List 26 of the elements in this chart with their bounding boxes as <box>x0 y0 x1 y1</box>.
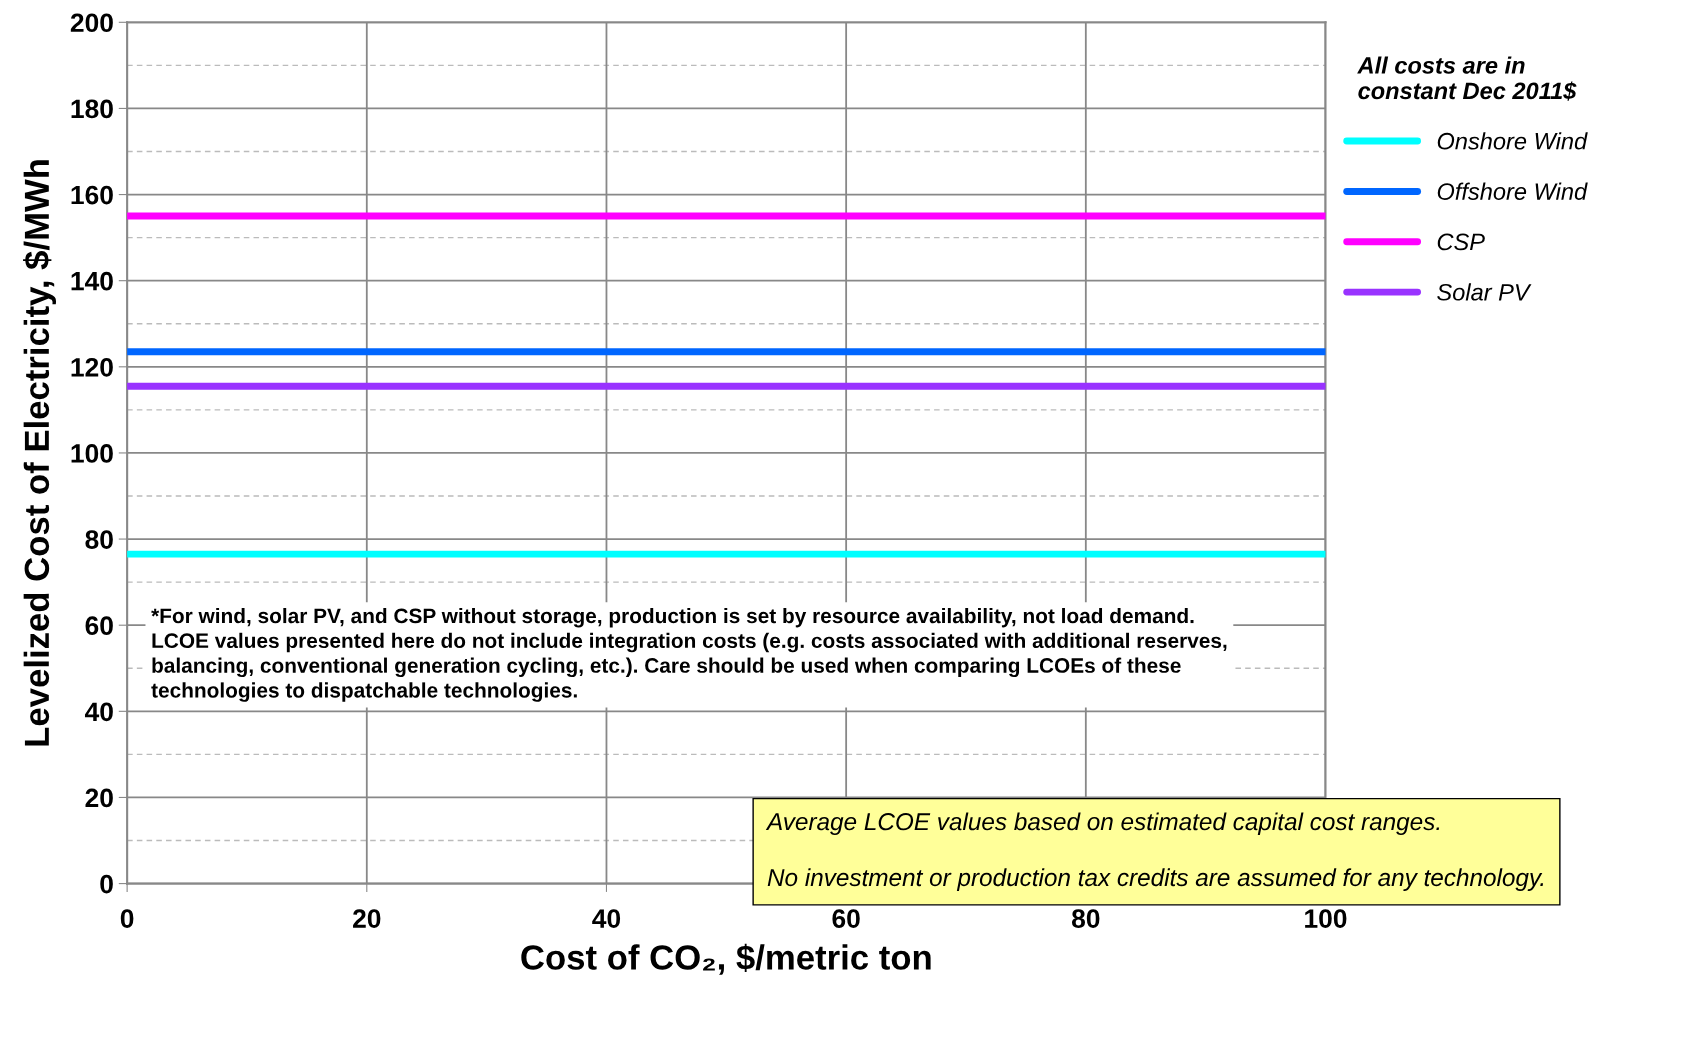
y-tick-label: 160 <box>71 185 113 205</box>
y-tick-label: 200 <box>70 13 113 33</box>
y-tick-label: 60 <box>85 616 113 636</box>
x-axis-title: Cost of CO₂, $/metric ton <box>521 943 931 975</box>
legend-label: Onshore Wind <box>1437 132 1588 150</box>
legend-label: Solar PV <box>1437 283 1532 301</box>
legend-label: CSP <box>1437 233 1485 251</box>
y-tick-label: 120 <box>71 357 113 377</box>
x-tick-label: 80 <box>1071 909 1100 928</box>
annotation: *For wind, solar PV, and CSP without storage, production is set by resource availability, not load demand. LCOE values presented here do not include integration costs (e.g. costs associated with additional reserves, balancing, conventional generation cycling, etc.). Care should be used when comparing LCOEs of these technologies to dispatchable technologies. <box>151 607 1227 702</box>
y-tick-label: 80 <box>85 530 113 549</box>
x-tick-label: 60 <box>832 909 860 928</box>
text: Average LCOE values based on estimated capital cost ranges. No investment or production tax credits are assumed for any technology. <box>765 812 1544 891</box>
x-tick-label: 100 <box>1305 909 1347 928</box>
y-tick-label: 0 <box>100 874 113 894</box>
y-tick-label: 100 <box>71 444 113 463</box>
x-tick-label: 20 <box>353 909 381 928</box>
x-tick-label: 0 <box>120 909 134 928</box>
x-tick-label: 40 <box>592 909 621 928</box>
y-tick-label: 140 <box>71 271 113 291</box>
legend-label: Offshore Wind <box>1437 182 1588 200</box>
y-tick-label: 20 <box>85 788 113 808</box>
legend-title: All costs are in constant Dec 2011$ <box>1357 56 1577 101</box>
y-tick-label: 40 <box>84 702 113 722</box>
y-tick-label: 180 <box>71 99 113 119</box>
y-axis-title: Levelized Cost of Electricity, $/MWh <box>23 160 57 746</box>
